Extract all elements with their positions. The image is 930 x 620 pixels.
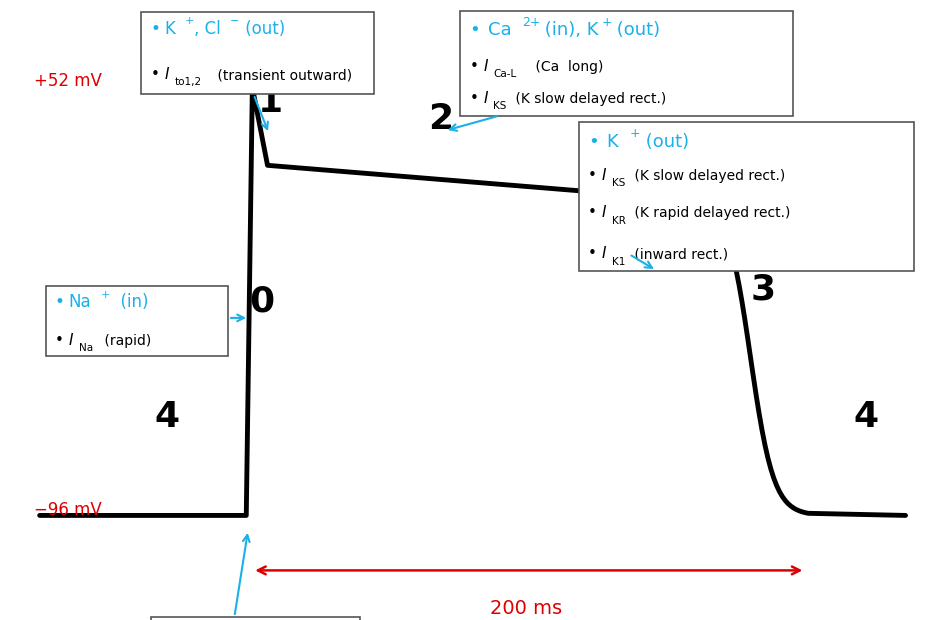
FancyBboxPatch shape xyxy=(460,11,793,115)
Text: •: • xyxy=(470,91,478,107)
Text: I: I xyxy=(165,67,168,82)
Text: KS: KS xyxy=(493,102,507,112)
Text: 1: 1 xyxy=(258,85,283,118)
Text: 2+: 2+ xyxy=(523,16,541,29)
Text: K: K xyxy=(606,133,618,151)
Text: Ca: Ca xyxy=(488,21,512,39)
Text: Na: Na xyxy=(69,293,91,311)
FancyBboxPatch shape xyxy=(578,122,914,270)
Text: •: • xyxy=(588,246,597,262)
FancyBboxPatch shape xyxy=(141,12,374,94)
Text: KR: KR xyxy=(612,216,626,226)
Text: Na: Na xyxy=(78,343,93,353)
Text: (in), K: (in), K xyxy=(538,21,598,39)
Text: −96 mV: −96 mV xyxy=(33,500,101,519)
Text: I: I xyxy=(602,167,606,183)
Text: (K rapid delayed rect.): (K rapid delayed rect.) xyxy=(630,206,790,220)
Text: +: + xyxy=(602,16,612,29)
Text: (transient outward): (transient outward) xyxy=(213,68,352,82)
Text: •: • xyxy=(55,333,64,348)
Text: •: • xyxy=(151,67,159,82)
Text: •: • xyxy=(588,133,599,151)
Text: 4: 4 xyxy=(154,400,179,434)
Text: •: • xyxy=(470,21,480,39)
Text: −: − xyxy=(230,16,239,27)
Text: 3: 3 xyxy=(751,273,776,307)
Text: 4: 4 xyxy=(854,400,879,434)
Text: 2: 2 xyxy=(428,102,453,136)
Text: I: I xyxy=(602,205,606,220)
Text: +52 mV: +52 mV xyxy=(33,73,101,91)
FancyBboxPatch shape xyxy=(151,617,360,620)
Text: (Ca  long): (Ca long) xyxy=(531,60,603,74)
Text: +: + xyxy=(100,290,110,300)
Text: K1: K1 xyxy=(612,257,625,267)
Text: •: • xyxy=(151,20,161,38)
Text: , Cl: , Cl xyxy=(194,20,221,38)
Text: (K slow delayed rect.): (K slow delayed rect.) xyxy=(630,169,785,183)
Text: KS: KS xyxy=(612,179,625,188)
Text: Ca-L: Ca-L xyxy=(493,69,516,79)
Text: (out): (out) xyxy=(611,21,660,39)
Text: (in): (in) xyxy=(110,293,148,311)
Text: K: K xyxy=(165,20,175,38)
Text: 200 ms: 200 ms xyxy=(490,600,562,618)
Text: I: I xyxy=(484,91,487,107)
Text: I: I xyxy=(69,333,73,348)
Text: +: + xyxy=(194,619,204,620)
Text: •: • xyxy=(470,59,478,74)
Text: (rapid): (rapid) xyxy=(100,334,152,348)
Text: +: + xyxy=(630,128,641,141)
Text: •: • xyxy=(588,205,597,220)
Text: •: • xyxy=(588,167,597,183)
Text: I: I xyxy=(602,246,606,262)
Text: 0: 0 xyxy=(249,285,274,318)
Text: +: + xyxy=(185,16,194,27)
Text: (out): (out) xyxy=(640,133,689,151)
FancyBboxPatch shape xyxy=(46,286,228,356)
Text: •: • xyxy=(55,293,65,311)
Text: to1,2: to1,2 xyxy=(174,77,202,87)
Text: (inward rect.): (inward rect.) xyxy=(630,247,728,262)
Text: (K slow delayed rect.): (K slow delayed rect.) xyxy=(512,92,667,107)
Text: I: I xyxy=(484,59,487,74)
Text: (out): (out) xyxy=(240,20,286,38)
